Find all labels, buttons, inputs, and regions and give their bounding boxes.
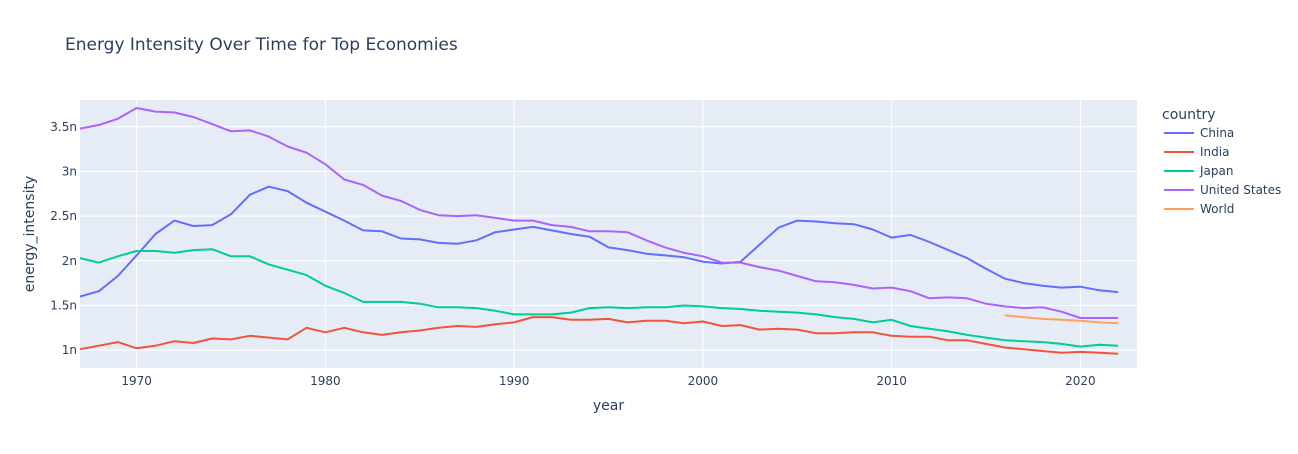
x-tick-label: 2020 <box>1065 374 1096 388</box>
series-line-china <box>79 185 1119 298</box>
y-tick-label: 3n <box>62 164 77 178</box>
legend-label-india: India <box>1200 145 1229 159</box>
x-tick-label: 2010 <box>876 374 907 388</box>
y-tick-label: 1n <box>62 343 77 357</box>
y-tick-label: 2n <box>62 254 77 268</box>
x-tick-label: 1980 <box>310 374 341 388</box>
y-tick-label: 3.5n <box>50 120 77 134</box>
y-tick-label: 1.5n <box>50 298 77 312</box>
legend-label-china: China <box>1200 126 1234 140</box>
series-line-world <box>1004 314 1119 325</box>
legend-label-united-states: United States <box>1200 183 1281 197</box>
y-axis-title: energy_intensity <box>22 176 38 292</box>
x-tick-label: 2000 <box>688 374 719 388</box>
legend-label-japan: Japan <box>1199 164 1233 178</box>
legend: country China India Japan United States Worl… <box>1162 107 1281 216</box>
chart-title: Energy Intensity Over Time for Top Econo… <box>65 35 458 55</box>
series-line-india <box>79 316 1119 355</box>
x-axis-ticks: 1970 1980 1990 2000 2010 2020 <box>121 374 1095 388</box>
x-tick-label: 1990 <box>499 374 530 388</box>
x-axis-title: year <box>593 398 624 414</box>
y-tick-label: 2.5n <box>50 209 77 223</box>
y-axis-ticks: 1n 1.5n 2n 2.5n 3n 3.5n <box>50 120 77 357</box>
legend-items: China India Japan United States World <box>1164 126 1281 216</box>
legend-label-world: World <box>1200 202 1234 216</box>
series-line-japan <box>79 248 1119 348</box>
legend-title: country <box>1162 107 1216 123</box>
x-tick-label: 1970 <box>121 374 152 388</box>
series-lines <box>79 107 1119 355</box>
plot-background <box>80 100 1137 368</box>
grid <box>80 100 1137 368</box>
series-line-united-states <box>79 107 1119 319</box>
